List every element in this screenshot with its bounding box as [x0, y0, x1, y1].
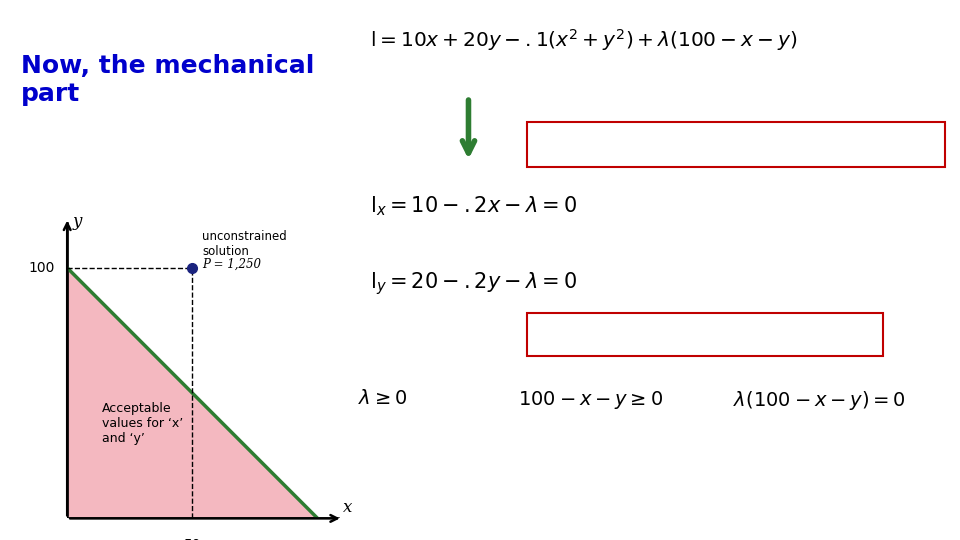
- FancyBboxPatch shape: [527, 122, 945, 167]
- FancyBboxPatch shape: [527, 313, 883, 356]
- Text: P = 1,250: P = 1,250: [203, 258, 261, 271]
- Text: unconstrained
solution: unconstrained solution: [203, 230, 287, 258]
- Text: And the multiplier conditions: And the multiplier conditions: [599, 327, 811, 342]
- Text: Acceptable
values for ‘x’
and ‘y’: Acceptable values for ‘x’ and ‘y’: [103, 402, 183, 444]
- Text: Now, the mechanical
part: Now, the mechanical part: [21, 54, 315, 106]
- Text: 50: 50: [183, 538, 202, 540]
- Text: x: x: [343, 499, 352, 516]
- Text: y: y: [72, 213, 82, 230]
- Text: $\lambda \geq 0$: $\lambda \geq 0$: [358, 389, 407, 408]
- Text: $\mathsf{l}_y = 20 - .2y - \lambda = 0$: $\mathsf{l}_y = 20 - .2y - \lambda = 0$: [371, 270, 577, 297]
- Text: $\lambda(100 - x - y) = 0$: $\lambda(100 - x - y) = 0$: [732, 389, 905, 412]
- Text: $\mathsf{l}_x = 10 - .2x - \lambda = 0$: $\mathsf{l}_x = 10 - .2x - \lambda = 0$: [371, 194, 577, 218]
- Polygon shape: [67, 268, 318, 518]
- Text: 100: 100: [28, 261, 55, 275]
- Text: Take derivatives with respect to ‘x’ and ‘y’: Take derivatives with respect to ‘x’ and…: [581, 137, 891, 152]
- Text: $100 - x - y \geq 0$: $100 - x - y \geq 0$: [517, 389, 662, 411]
- Text: $\mathsf{l} = 10x + 20y - .1(x^2 + y^2) + \lambda(100 - x - y)$: $\mathsf{l} = 10x + 20y - .1(x^2 + y^2) …: [371, 27, 798, 53]
